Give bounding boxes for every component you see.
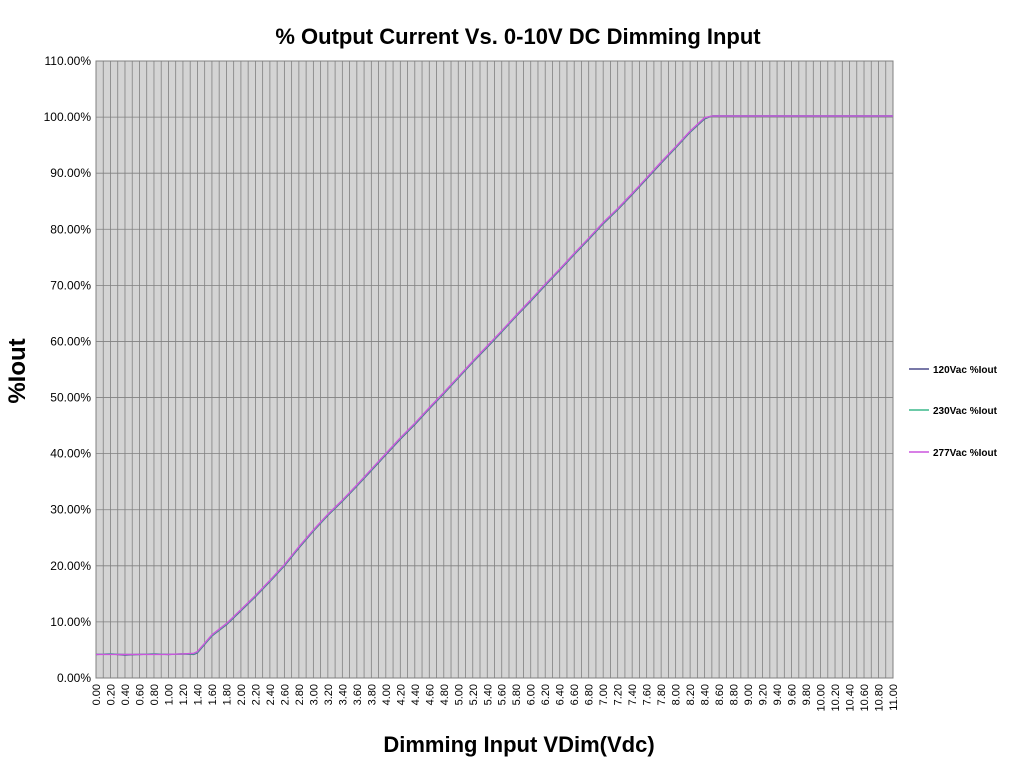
x-tick-label: 0.80	[149, 684, 161, 705]
x-tick-label: 0.20	[105, 684, 117, 705]
x-tick-label: 8.00	[671, 684, 683, 705]
x-axis-ticks: 0.00 0.20 0.40 0.60 0.80 1.00 1.20 1.40 1.60 1.80…	[91, 684, 900, 712]
chart-title: % Output Current Vs. 0-10V DC Dimming In…	[275, 24, 761, 49]
x-tick-label: 3.00	[308, 684, 320, 705]
x-tick-label: 7.00	[598, 684, 610, 705]
legend: 120Vac %Iout 230Vac %Iout 277Vac %Iout	[909, 365, 998, 459]
x-tick-label: 8.20	[685, 684, 697, 705]
x-tick-label: 5.20	[468, 684, 480, 705]
x-axis-title: Dimming Input VDim(Vdc)	[383, 732, 654, 757]
x-tick-label: 1.20	[178, 684, 190, 705]
x-tick-label: 3.80	[366, 684, 378, 705]
x-tick-label: 9.00	[743, 684, 755, 705]
x-tick-label: 0.60	[134, 684, 146, 705]
legend-label-1: 120Vac %Iout	[933, 365, 998, 376]
y-tick-label: 20.00%	[50, 559, 91, 573]
y-tick-label: 50.00%	[50, 391, 91, 405]
y-tick-label: 110.00%	[45, 54, 92, 68]
y-tick-label: 90.00%	[50, 166, 91, 180]
y-axis-title: %Iout	[4, 338, 31, 403]
legend-label-3: 277Vac %Iout	[933, 448, 998, 459]
grid	[95, 60, 894, 679]
y-tick-label: 70.00%	[50, 278, 91, 292]
x-tick-label: 6.60	[569, 684, 581, 705]
x-tick-label: 4.20	[395, 684, 407, 705]
x-tick-label: 3.40	[337, 684, 349, 705]
y-tick-label: 10.00%	[50, 615, 91, 629]
y-tick-label: 40.00%	[50, 447, 91, 461]
x-tick-label: 10.80	[874, 684, 886, 712]
x-tick-label: 6.80	[584, 684, 596, 705]
y-axis-ticks: 0.00% 10.00% 20.00% 30.00% 40.00% 50.00% 60.00…	[44, 54, 92, 685]
x-tick-label: 6.00	[526, 684, 538, 705]
x-tick-label: 5.80	[511, 684, 523, 705]
x-tick-label: 4.00	[381, 684, 393, 705]
x-tick-label: 4.60	[424, 684, 436, 705]
x-tick-label: 3.20	[323, 684, 335, 705]
x-tick-label: 10.60	[859, 684, 871, 712]
x-tick-label: 9.60	[787, 684, 799, 705]
x-tick-label: 8.40	[700, 684, 712, 705]
x-tick-label: 1.40	[192, 684, 204, 705]
y-tick-label: 60.00%	[50, 334, 91, 348]
x-tick-label: 2.00	[236, 684, 248, 705]
x-tick-label: 10.20	[830, 684, 842, 712]
x-tick-label: 2.20	[250, 684, 262, 705]
x-tick-label: 7.80	[656, 684, 668, 705]
x-tick-label: 8.80	[729, 684, 741, 705]
x-tick-label: 11.00	[888, 684, 900, 711]
x-tick-label: 1.00	[163, 684, 175, 705]
y-tick-label: 30.00%	[50, 503, 91, 517]
legend-label-2: 230Vac %Iout	[933, 406, 998, 417]
x-tick-label: 4.80	[439, 684, 451, 705]
x-tick-label: 1.80	[221, 684, 233, 705]
x-tick-label: 0.00	[91, 684, 103, 705]
x-tick-label: 0.40	[120, 684, 132, 705]
x-tick-label: 6.20	[540, 684, 552, 705]
x-tick-label: 9.80	[801, 684, 813, 705]
x-tick-label: 5.00	[453, 684, 465, 705]
x-tick-label: 6.40	[555, 684, 567, 705]
x-tick-label: 7.40	[627, 684, 639, 705]
x-tick-label: 2.60	[279, 684, 291, 705]
x-tick-label: 7.60	[642, 684, 654, 705]
x-tick-label: 1.60	[207, 684, 219, 705]
series-line-3	[96, 115, 893, 656]
x-tick-label: 7.20	[613, 684, 625, 705]
x-tick-label: 2.40	[265, 684, 277, 705]
x-tick-label: 3.60	[352, 684, 364, 705]
x-tick-label: 4.40	[410, 684, 422, 705]
plot-border	[95, 60, 894, 679]
x-tick-label: 2.80	[294, 684, 306, 705]
x-tick-label: 9.40	[772, 684, 784, 705]
x-tick-label: 5.40	[482, 684, 494, 705]
x-tick-label: 9.20	[758, 684, 770, 705]
x-tick-label: 5.60	[497, 684, 509, 705]
x-tick-label: 10.00	[816, 684, 828, 712]
y-tick-label: 100.00%	[44, 110, 92, 124]
y-tick-label: 0.00%	[57, 671, 91, 685]
series-lines	[95, 115, 893, 656]
y-tick-label: 80.00%	[50, 222, 91, 236]
x-tick-label: 10.40	[845, 684, 857, 712]
x-tick-label: 8.60	[714, 684, 726, 705]
